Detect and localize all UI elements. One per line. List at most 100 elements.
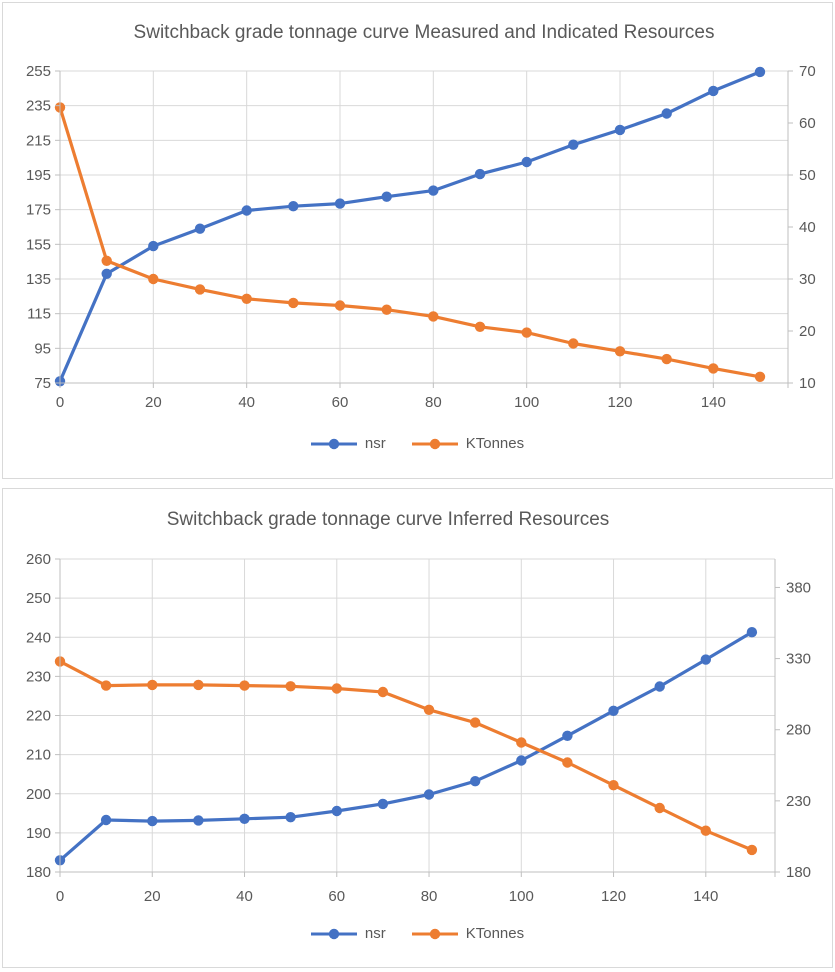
right-axis-tick-label: 330 bbox=[786, 651, 811, 668]
series-nsr-point bbox=[100, 814, 112, 826]
series-ktonnes-point bbox=[608, 780, 619, 791]
chart-title-inferred: Switchback grade tonnage curve Inferred … bbox=[166, 509, 610, 530]
series-ktonnes bbox=[54, 102, 766, 382]
series-ktonnes-point bbox=[288, 297, 299, 309]
left-axis-tick-label: 75 bbox=[34, 375, 51, 392]
series-nsr-point bbox=[285, 812, 296, 823]
series-ktonnes-point bbox=[285, 681, 296, 692]
chart-legend-inferred: nsr KTonnes bbox=[3, 925, 832, 942]
x-axis-tick-label: 20 bbox=[144, 888, 161, 905]
x-axis-tick-label: 80 bbox=[425, 394, 442, 411]
x-axis-tick-label: 40 bbox=[236, 888, 253, 905]
left-axis-tick-label: 210 bbox=[26, 747, 51, 764]
series-ktonnes-point bbox=[194, 284, 206, 295]
x-axis-tick-label: 140 bbox=[701, 394, 726, 411]
legend-marker-ktonnes-icon bbox=[411, 438, 458, 449]
x-axis-tick-label: 80 bbox=[421, 888, 438, 905]
chart-legend-measured-indicated: nsr KTonnes bbox=[3, 435, 832, 452]
legend-item-ktonnes[interactable]: KTonnes bbox=[411, 435, 524, 452]
series-nsr-point bbox=[746, 627, 758, 638]
series-nsr-point bbox=[608, 705, 619, 716]
right-axis-tick-label: 180 bbox=[786, 864, 811, 881]
series-ktonnes-point bbox=[661, 353, 672, 365]
x-axis-tick-label: 120 bbox=[607, 394, 632, 411]
series-ktonnes-line bbox=[58, 659, 754, 852]
right-axis-tick-label: 40 bbox=[799, 219, 816, 236]
series-nsr-point bbox=[661, 108, 672, 119]
axis-labels: 1801902002102202302402502601802302803303… bbox=[26, 551, 811, 905]
legend-item-ktonnes[interactable]: KTonnes bbox=[411, 925, 525, 942]
series-ktonnes-point bbox=[562, 757, 573, 768]
series-ktonnes-point bbox=[700, 825, 711, 836]
series-nsr-line bbox=[58, 70, 762, 383]
series-nsr-point bbox=[428, 185, 439, 196]
right-axis-tick-label: 380 bbox=[786, 579, 811, 596]
series-nsr-point bbox=[239, 813, 250, 824]
left-axis-tick-label: 200 bbox=[26, 786, 51, 803]
series-ktonnes-point bbox=[654, 802, 665, 814]
series-ktonnes-point bbox=[381, 304, 392, 315]
axis-labels: 75 95 115 135 155 175 195 215 235 255 10 20 30 40 50 60… bbox=[26, 63, 816, 411]
series-nsr-point bbox=[614, 124, 626, 136]
legend-label-ktonnes: KTonnes bbox=[465, 925, 525, 942]
legend-item-nsr[interactable]: nsr bbox=[310, 925, 386, 942]
left-axis-tick-label: 95 bbox=[34, 340, 51, 357]
right-axis-tick-label: 10 bbox=[799, 375, 816, 392]
series-nsr-point bbox=[334, 198, 346, 209]
series-ktonnes-point bbox=[423, 704, 435, 715]
series-nsr-point bbox=[288, 201, 299, 212]
gridlines bbox=[60, 558, 775, 873]
series-nsr-point bbox=[516, 755, 527, 766]
series-nsr-point bbox=[147, 815, 158, 827]
left-axis-tick-label: 235 bbox=[26, 98, 51, 115]
series-nsr-point bbox=[521, 156, 532, 168]
right-axis-tick-label: 70 bbox=[799, 63, 816, 80]
right-axis-tick-label: 30 bbox=[799, 271, 816, 288]
left-axis-tick-label: 250 bbox=[26, 590, 51, 607]
left-axis-tick-label: 180 bbox=[26, 864, 51, 881]
x-axis-tick-label: 60 bbox=[332, 394, 349, 411]
series-ktonnes-point bbox=[516, 737, 527, 748]
series-nsr bbox=[54, 627, 758, 866]
legend-label-nsr: nsr bbox=[364, 435, 386, 452]
series-ktonnes-point bbox=[568, 338, 579, 349]
chart-plot-measured-indicated: 75 95 115 135 155 175 195 215 235 255 10 20 30 40 50 60… bbox=[26, 63, 816, 411]
left-axis-tick-label: 240 bbox=[26, 629, 51, 646]
x-axis-tick-label: 60 bbox=[328, 888, 345, 905]
series-nsr-point bbox=[148, 240, 159, 252]
series-ktonnes-point bbox=[754, 371, 766, 382]
axes bbox=[55, 70, 793, 388]
left-axis-tick-label: 195 bbox=[26, 167, 51, 184]
right-axis-tick-label: 60 bbox=[799, 115, 816, 132]
series-nsr-point bbox=[470, 776, 481, 787]
series-ktonnes-point bbox=[147, 679, 158, 691]
legend-item-nsr[interactable]: nsr bbox=[310, 435, 386, 452]
axes bbox=[55, 558, 780, 877]
series-ktonnes-point bbox=[331, 683, 342, 694]
series-nsr-point bbox=[193, 815, 204, 826]
right-axis-tick-label: 280 bbox=[786, 722, 811, 739]
series-ktonnes-point bbox=[193, 679, 204, 691]
x-axis-tick-label: 100 bbox=[509, 888, 534, 905]
series-nsr-point bbox=[377, 798, 389, 810]
series-nsr-point bbox=[474, 168, 486, 180]
series-nsr-line bbox=[58, 630, 754, 862]
series-ktonnes-point bbox=[428, 311, 439, 322]
x-axis-tick-label: 120 bbox=[601, 888, 626, 905]
series-ktonnes-point bbox=[241, 293, 252, 304]
series-ktonnes-point bbox=[100, 680, 112, 691]
series-nsr-point bbox=[381, 191, 392, 202]
left-axis-tick-label: 175 bbox=[26, 202, 51, 219]
chart-card-inferred[interactable]: Switchback grade tonnage curve Inferred … bbox=[2, 488, 833, 968]
x-axis-tick-label: 140 bbox=[693, 888, 718, 905]
legend-label-nsr: nsr bbox=[364, 925, 386, 942]
left-axis-tick-label: 255 bbox=[26, 63, 51, 80]
series-ktonnes bbox=[54, 656, 758, 856]
series-ktonnes-point bbox=[148, 273, 159, 285]
left-axis-tick-label: 220 bbox=[26, 708, 51, 725]
series-ktonnes-point bbox=[470, 717, 481, 728]
left-axis-tick-label: 215 bbox=[26, 132, 51, 149]
series-ktonnes-point bbox=[474, 321, 486, 332]
chart-card-measured-indicated[interactable]: Switchback grade tonnage curve Measured … bbox=[2, 2, 833, 479]
right-axis-tick-label: 50 bbox=[799, 167, 816, 184]
